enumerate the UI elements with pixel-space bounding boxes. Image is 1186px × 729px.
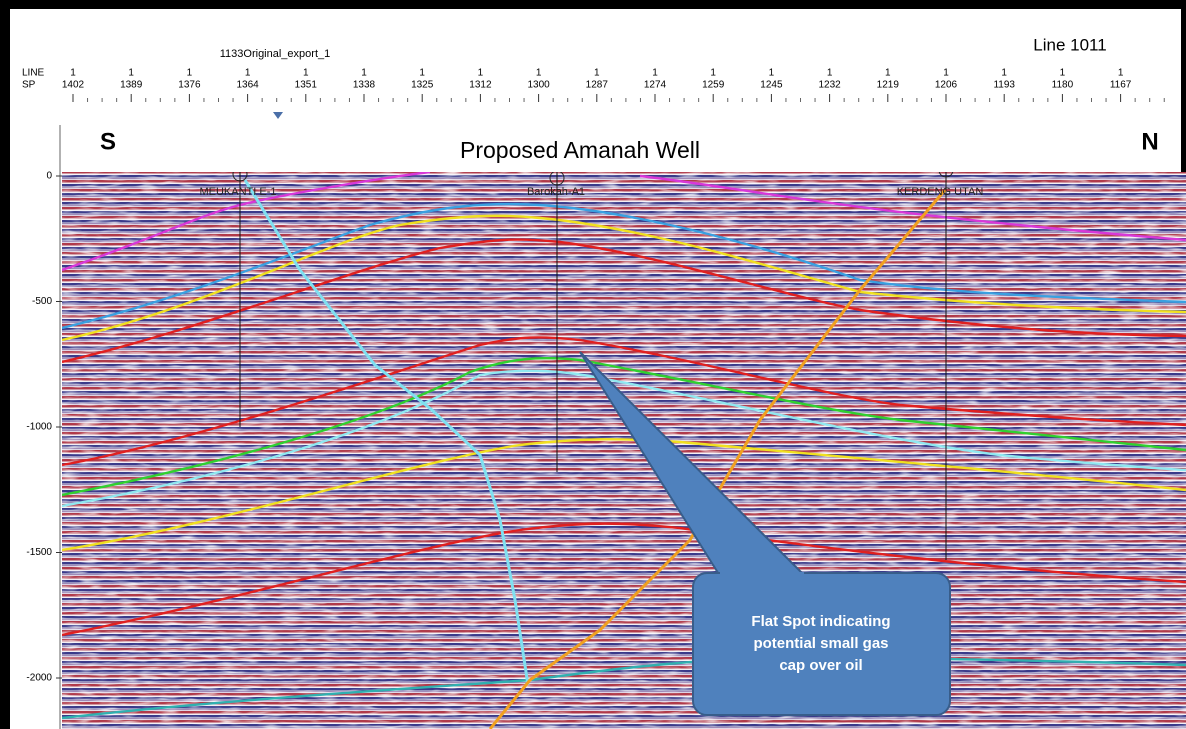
well-symbol: [232, 172, 248, 182]
well-name: MEUKANTI E-1: [199, 186, 276, 198]
ruler-line: 1: [1118, 68, 1124, 79]
seismic-noise: [62, 172, 1186, 729]
ruler-sp: 1167: [1110, 80, 1132, 91]
ruler-sp: 1219: [877, 80, 900, 91]
ruler-line: 1: [1001, 68, 1007, 79]
section-title: Proposed Amanah Well: [460, 137, 700, 163]
depth-label: -1500: [26, 547, 52, 558]
ruler-line: 1: [943, 68, 949, 79]
horizon-yellow-1: [62, 214, 1186, 342]
ruler-sp: 1180: [1052, 80, 1074, 91]
ruler-line: 1: [769, 68, 775, 79]
well-name: KERDENG UTAN: [897, 186, 984, 198]
ruler-sp: 1364: [236, 80, 259, 91]
callout-line: cap over oil: [779, 657, 862, 674]
ruler-sp: 1274: [644, 80, 667, 91]
seismic-section: MEUKANTI E-1 Barokah-A1 KERDENG UTAN: [62, 172, 1186, 729]
well-name: Barokah-A1: [527, 186, 585, 198]
ruler-line: 1: [827, 68, 833, 79]
well-symbol: [938, 172, 954, 178]
ruler-sp: 1259: [702, 80, 725, 91]
ruler-sp: 1206: [935, 80, 958, 91]
marker: [273, 112, 283, 119]
ruler-sp: 1300: [527, 80, 550, 91]
ruler-line: 1: [303, 68, 309, 79]
ruler-sp: 1402: [62, 80, 85, 91]
horizon-yellow-2: [62, 438, 1186, 552]
ruler-line: 1: [1060, 68, 1066, 79]
ruler-line: 1: [478, 68, 484, 79]
ruler-sp: 1389: [120, 80, 143, 91]
ruler-sp: 1325: [411, 80, 434, 91]
ruler-sp: 1376: [178, 80, 201, 91]
depth-label: -500: [32, 296, 52, 307]
callout-box: [692, 572, 951, 716]
callout-line: Flat Spot indicating: [751, 613, 890, 630]
ruler-line: 1: [361, 68, 367, 79]
ruler: 1140211389113761136411351113381132511312…: [62, 68, 1165, 102]
depth-label: -2000: [26, 673, 52, 684]
fault: [488, 189, 947, 729]
ruler-line: 1: [128, 68, 134, 79]
ruler-line: 1: [536, 68, 542, 79]
callout-line: potential small gas: [753, 635, 888, 652]
ruler-sp: 1232: [818, 80, 841, 91]
export-name: 1133Original_export_1: [220, 48, 330, 60]
horizon-red-3: [62, 522, 1186, 637]
ruler-line: 1: [885, 68, 891, 79]
ruler-line: 1: [187, 68, 193, 79]
horizon-blue: [62, 202, 1186, 330]
ruler-line: 1: [710, 68, 716, 79]
ruler-sp: 1193: [993, 80, 1015, 91]
horizon-red-1: [62, 238, 1186, 364]
line-label: LINE: [22, 68, 45, 79]
ruler-line: 1: [419, 68, 425, 79]
ruler-sp: 1245: [760, 80, 783, 91]
depth-label: -1000: [26, 422, 52, 433]
direction-right: N: [1141, 128, 1158, 155]
horizon-green: [62, 356, 1186, 497]
frame-top: [0, 0, 1186, 9]
frame-left: [0, 0, 10, 729]
ruler-sp: 1351: [295, 80, 318, 91]
callout-joint: [720, 572, 804, 578]
well-symbol: [549, 172, 565, 186]
horizon-red-2: [62, 336, 1186, 467]
ruler-sp: 1338: [353, 80, 376, 91]
ruler-line: 1: [594, 68, 600, 79]
depth-label: 0: [46, 171, 52, 182]
ruler-sp: 1312: [469, 80, 492, 91]
depth-axis-labels: 0 -500 -1000 -1500 -2000: [26, 171, 62, 684]
ruler-line: 1: [70, 68, 76, 79]
ruler-line: 1: [245, 68, 251, 79]
horizon-teal: [62, 656, 1186, 720]
line-name: Line 1011: [1033, 35, 1106, 54]
sp-label: SP: [22, 80, 36, 91]
ruler-line: 1: [652, 68, 658, 79]
well-path: [243, 179, 530, 686]
direction-left: S: [100, 128, 116, 155]
ruler-sp: 1287: [586, 80, 609, 91]
callout-text: Flat Spot indicating potential small gas c…: [751, 613, 890, 674]
